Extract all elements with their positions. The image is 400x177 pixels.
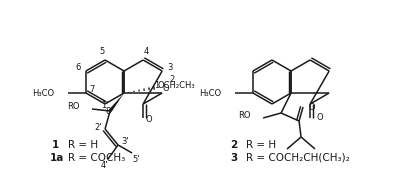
Text: 2': 2' <box>94 122 102 132</box>
Text: R = COCH₃: R = COCH₃ <box>68 153 125 163</box>
Polygon shape <box>109 93 124 112</box>
Text: 1a: 1a <box>50 153 64 163</box>
Text: 3: 3 <box>168 64 173 73</box>
Text: O: O <box>163 84 170 93</box>
Text: 4': 4' <box>100 161 108 170</box>
Text: O: O <box>316 113 323 122</box>
Text: RO: RO <box>238 110 251 119</box>
Text: 1: 1 <box>154 81 160 90</box>
Text: 4: 4 <box>144 47 149 56</box>
Text: O: O <box>146 116 152 124</box>
Text: 6: 6 <box>75 64 81 73</box>
Text: H₃CO: H₃CO <box>199 88 221 98</box>
Text: 1: 1 <box>52 140 59 150</box>
Text: 2: 2 <box>230 140 237 150</box>
Text: R = H: R = H <box>68 140 98 150</box>
Text: H₃CO: H₃CO <box>32 88 54 98</box>
Text: R = COCH₂CH(CH₃)₂: R = COCH₂CH(CH₃)₂ <box>246 153 350 163</box>
Text: 5': 5' <box>132 156 140 164</box>
Text: O: O <box>308 102 315 112</box>
Text: 5: 5 <box>99 47 105 56</box>
Text: RO: RO <box>68 101 80 110</box>
Text: 2: 2 <box>170 75 175 84</box>
Text: 1': 1' <box>101 101 109 110</box>
Text: 3: 3 <box>230 153 237 163</box>
Text: 7: 7 <box>89 85 95 95</box>
Text: 3': 3' <box>121 138 129 147</box>
Text: R = H: R = H <box>246 140 276 150</box>
Text: OCH₂CH₃: OCH₂CH₃ <box>157 81 195 90</box>
Text: 8: 8 <box>105 107 111 116</box>
